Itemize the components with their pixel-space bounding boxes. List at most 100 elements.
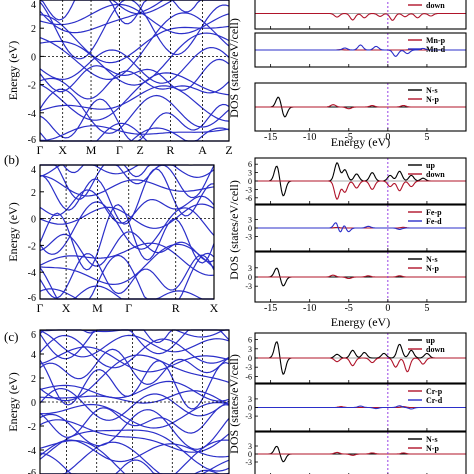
band-line [39,380,230,402]
band-line [40,441,230,474]
plot-frame [39,164,215,300]
x-axis-label: Energy (eV) [331,135,390,149]
band-line [39,72,230,121]
legend-label: Cr-d [426,396,443,405]
band-line [39,253,215,299]
y-tick-label: -3 [245,412,252,421]
plot-frame [254,82,467,132]
kpoint-label: Z [136,143,143,157]
band-line [39,12,230,81]
y-tick-label: -3 [245,282,252,291]
band-panel-band_b: -6 -4 -2 0 2 4 Γ X M Γ R X Energy (eV) (b) [4,152,219,315]
legend-label: Fe-d [426,217,442,226]
x-tick-label: -15 [264,132,277,143]
y-tick-label: -3 [245,232,252,241]
x-tick-label: -10 [303,132,316,143]
band-line [39,32,230,86]
y-tick-label: 3 [248,395,252,404]
x-tick-label: 5 [424,303,429,314]
dos-curve [255,44,466,58]
legend-label: Mn-p [426,36,446,45]
y-tick-label: 3 [248,264,252,273]
dos-subpanel: Mn-pMn-d [254,32,467,68]
legend-label: N-s [426,86,438,95]
kpoint-label: X [62,301,71,315]
y-tick-label: 6 [248,336,252,345]
band-line [39,125,230,142]
dos-curve [255,451,466,456]
band-line [39,168,215,225]
x-axis-label: Energy (eV) [331,315,390,329]
dos-curve [255,357,466,373]
band-line [39,14,230,64]
kpoint-label: X [58,143,67,157]
plot-frame [254,0,467,30]
y-axis-label: DOS (states/eV/cell) [227,18,241,118]
kpoint-label: R [166,143,174,157]
kpoint-label: A [198,143,207,157]
y-tick-label: 0 [248,404,252,413]
x-tick-label: -10 [303,303,316,314]
y-tick-label: 0 [248,224,252,233]
y-axis-label: DOS (states/eV/cell) [227,354,241,454]
band-line [39,404,230,438]
y-tick-label: 3 [248,216,252,225]
band-line [39,439,230,474]
kpoint-label: Γ [116,143,123,157]
legend-label: N-p [426,95,439,104]
legend-label: N-p [426,444,439,453]
plot-frame [254,32,467,68]
y-tick-label: 0 [248,450,252,459]
band-line [39,0,229,25]
kpoint-label: Γ [37,301,44,315]
y-tick-label: -3 [245,458,252,467]
legend-label: up [426,161,435,170]
y-tick-label: -3 [245,363,252,372]
dos-curve [255,104,466,110]
y-tick-label: 6 [248,160,252,169]
y-tick-label: -6 [245,194,252,203]
band-line [39,348,230,386]
y-tick-label: -2 [28,422,36,433]
dos-curve [255,274,466,280]
y-tick-label: 6 [31,330,36,341]
dos-subpanel: 30-3 Cr-pCr-d [245,383,467,432]
x-tick-label: 5 [424,132,429,143]
y-tick-label: -4 [28,109,36,120]
dos-subpanel: 30-3 N-sN-p [245,431,467,474]
y-tick-label: 3 [248,169,252,178]
y-tick-label: 0 [248,177,252,186]
band-line [39,46,230,84]
plot-frame [39,0,230,142]
band-line [39,243,215,286]
dos-subpanel: down [254,0,467,30]
y-tick-label: 4 [31,0,36,11]
dos-subpanel: N-sN-p [254,82,467,132]
y-tick-label: -3 [245,185,252,194]
x-tick-label: 0 [385,303,390,314]
legend-label: Cr-p [426,387,443,396]
x-tick-label: -15 [264,303,277,314]
band-line [39,203,215,229]
kpoint-label: M [92,301,103,315]
band-line [39,58,230,93]
y-tick-label: -6 [245,372,252,381]
y-tick-label: 0 [248,354,252,363]
dos-subpanel: 30-3 N-sN-p [245,251,467,303]
y-tick-label: 0 [31,52,36,63]
kpoint-label: Z [225,143,232,157]
band-line [40,0,229,15]
y-tick-label: 4 [31,165,36,176]
band-line [40,127,229,142]
band-line [39,359,230,410]
band-line [39,387,230,421]
y-tick-label: -6 [28,293,36,304]
x-tick-label: 0 [385,132,390,143]
y-tick-label: 0 [31,398,36,409]
band-line [39,0,230,60]
legend-label: N-s [426,255,438,264]
